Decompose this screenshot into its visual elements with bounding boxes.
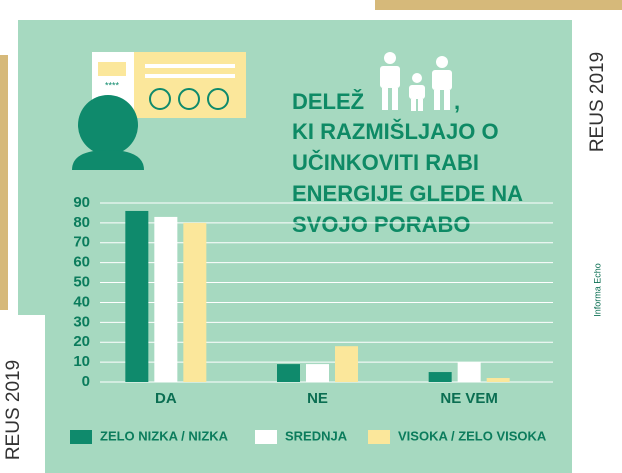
bar [429,372,452,382]
bar [487,378,510,382]
y-tick-label: 20 [73,333,90,350]
y-tick-label: 10 [73,353,90,370]
frame-top [375,0,622,10]
chart-title: SVOJO PORABO [292,212,470,237]
bar [125,211,148,382]
frame-left [0,55,8,310]
chart-title: KI RAZMIŠLJAJO O [292,119,499,144]
chart-title: DELEŽ [292,89,364,114]
bar [277,364,300,382]
y-tick-label: 80 [73,214,90,231]
y-tick-label: 60 [73,254,90,271]
bar [458,362,481,382]
infographic: REUS 2019 REUS 2019 Informa Echo **** DE… [0,0,622,473]
y-tick-label: 40 [73,293,90,310]
chart-title: , [454,89,460,114]
bar [183,223,206,382]
y-tick-label: 0 [82,373,90,390]
legend-label: VISOKA / ZELO VISOKA [398,428,547,443]
x-tick-label: DA [155,390,177,407]
x-tick-label: NE [307,390,328,407]
y-tick-label: 50 [73,274,90,291]
x-tick-label: NE VEM [440,390,498,407]
bar [335,346,358,382]
badge-text: REUS 2019 [587,52,608,152]
legend-label: SREDNJA [285,428,348,443]
credit: Informa Echo [592,263,602,317]
y-tick-label: 90 [73,194,90,211]
badge-text: REUS 2019 [3,360,24,460]
bar [306,364,329,382]
legend-label: ZELO NIZKA / NIZKA [100,428,229,443]
bar [154,217,177,382]
y-tick-label: 70 [73,234,90,251]
legend-swatch [70,430,92,444]
legend-swatch [368,430,390,444]
y-tick-label: 30 [73,313,90,330]
chart-title: UČINKOVITI RABI [292,150,479,175]
icon [98,62,126,76]
icon-head [78,95,138,155]
icon-stars: **** [105,80,120,90]
chart-title: ENERGIJE GLEDE NA [292,181,523,206]
frame-strip [0,0,360,14]
legend-swatch [255,430,277,444]
